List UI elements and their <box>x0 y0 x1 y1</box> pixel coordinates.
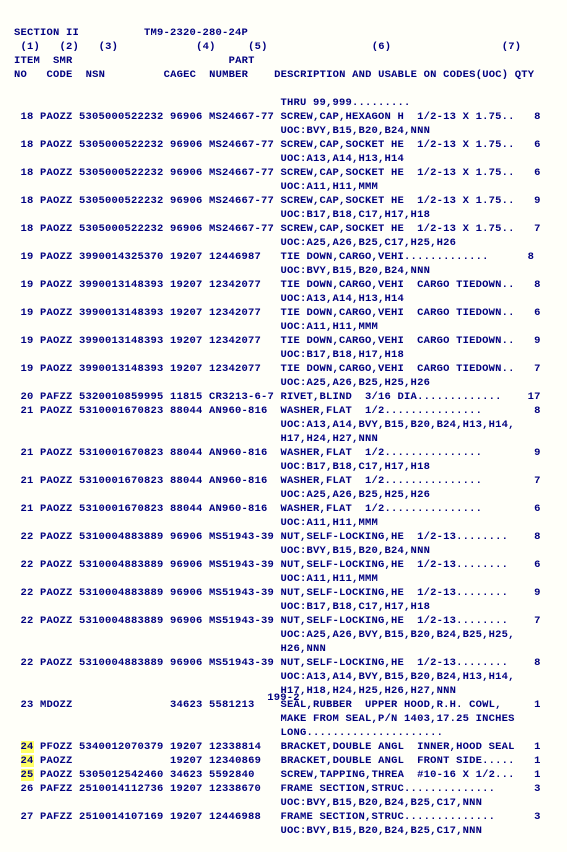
table-row: 19 PAOZZ 3990013148393 19207 12342077 TI… <box>14 334 559 348</box>
table-row: 21 PAOZZ 5310001670823 88044 AN960-816 W… <box>14 404 559 418</box>
table-row: 27 PAFZZ 2510014107169 19207 12446988 FR… <box>14 810 559 824</box>
table-row: 19 PAOZZ 3990013148393 19207 12342077 TI… <box>14 362 559 376</box>
header-block: SECTION II TM9-2320-280-24P (1) (2) (3) … <box>14 26 559 82</box>
table-row: UOC:BVY,B15,B20,B24,B25,C17,NNN <box>14 824 559 838</box>
table-row: 25 PAOZZ 5305012542460 34623 5592840 SCR… <box>14 768 559 782</box>
table-row: 22 PAOZZ 5310004883889 96906 MS51943-39 … <box>14 530 559 544</box>
table-row: 19 PAOZZ 3990014325370 19207 12446987 TI… <box>14 250 559 264</box>
table-row: H17,H24,H27,NNN <box>14 432 559 446</box>
table-row: MAKE FROM SEAL,P/N 1403,17.25 INCHES <box>14 712 559 726</box>
table-row: UOC:A13,A14,H13,H14 <box>14 152 559 166</box>
table-row: 21 PAOZZ 5310001670823 88044 AN960-816 W… <box>14 446 559 460</box>
table-row: UOC:B17,B18,H17,H18 <box>14 348 559 362</box>
table-row: 18 PAOZZ 5305000522232 96906 MS24667-77 … <box>14 166 559 180</box>
table-row: 19 PAOZZ 3990013148393 19207 12342077 TI… <box>14 306 559 320</box>
table-row: UOC:BVY,B15,B20,B24,NNN <box>14 124 559 138</box>
table-row: LONG..................... <box>14 726 559 740</box>
table-row: UOC:A25,A26,BVY,B15,B20,B24,B25,H25, <box>14 628 559 642</box>
table-row: UOC:A25,A26,B25,C17,H25,H26 <box>14 236 559 250</box>
parts-list-page: SECTION II TM9-2320-280-24P (1) (2) (3) … <box>0 0 567 852</box>
table-row: 19 PAOZZ 3990013148393 19207 12342077 TI… <box>14 278 559 292</box>
table-row: 20 PAFZZ 5320010859995 11815 CR3213-6-7 … <box>14 390 559 404</box>
highlighted-item: 24 <box>21 755 34 767</box>
table-row: 18 PAOZZ 5305000522232 96906 MS24667-77 … <box>14 138 559 152</box>
table-body: THRU 99,999......... 18 PAOZZ 5305000522… <box>14 96 559 838</box>
table-row: UOC:B17,B18,C17,H17,H18 <box>14 208 559 222</box>
table-row: 21 PAOZZ 5310001670823 88044 AN960-816 W… <box>14 502 559 516</box>
highlighted-item: 25 <box>21 769 34 781</box>
table-row: 26 PAFZZ 2510014112736 19207 12338670 FR… <box>14 782 559 796</box>
page-footer: 199-2 <box>0 692 567 704</box>
table-row: H26,NNN <box>14 642 559 656</box>
table-row: 22 PAOZZ 5310004883889 96906 MS51943-39 … <box>14 586 559 600</box>
highlighted-item: 24 <box>21 741 34 753</box>
table-row: 22 PAOZZ 5310004883889 96906 MS51943-39 … <box>14 558 559 572</box>
table-row: UOC:BVY,B15,B20,B24,NNN <box>14 264 559 278</box>
table-row: UOC:A25,A26,B25,H25,H26 <box>14 488 559 502</box>
tm-number: TM9-2320-280-24P <box>144 27 248 39</box>
table-row: 18 PAOZZ 5305000522232 96906 MS24667-77 … <box>14 110 559 124</box>
table-row: UOC:A13,A14,H13,H14 <box>14 292 559 306</box>
table-row: UOC:A25,A26,B25,H25,H26 <box>14 376 559 390</box>
table-row: THRU 99,999......... <box>14 96 559 110</box>
table-row: 24 PFOZZ 5340012070379 19207 12338814 BR… <box>14 740 559 754</box>
table-row: UOC:B17,B18,C17,H17,H18 <box>14 460 559 474</box>
table-row: 24 PAOZZ 19207 12340869 BRACKET,DOUBLE A… <box>14 754 559 768</box>
table-row: UOC:A11,H11,MMM <box>14 180 559 194</box>
table-row: 22 PAOZZ 5310004883889 96906 MS51943-39 … <box>14 656 559 670</box>
table-row: 22 PAOZZ 5310004883889 96906 MS51943-39 … <box>14 614 559 628</box>
table-row: 21 PAOZZ 5310001670823 88044 AN960-816 W… <box>14 474 559 488</box>
table-row: UOC:A13,A14,BVY,B15,B20,B24,H13,H14, <box>14 418 559 432</box>
section-label: SECTION II <box>14 27 79 39</box>
table-row: UOC:A11,H11,MMM <box>14 320 559 334</box>
table-row: UOC:A13,A14,BVY,B15,B20,B24,H13,H14, <box>14 670 559 684</box>
table-row: UOC:A11,H11,MMM <box>14 572 559 586</box>
table-row: 18 PAOZZ 5305000522232 96906 MS24667-77 … <box>14 194 559 208</box>
table-row: UOC:B17,B18,C17,H17,H18 <box>14 600 559 614</box>
table-row: UOC:A11,H11,MMM <box>14 516 559 530</box>
table-row: 18 PAOZZ 5305000522232 96906 MS24667-77 … <box>14 222 559 236</box>
table-row: UOC:BVY,B15,B20,B24,NNN <box>14 544 559 558</box>
table-row: UOC:BVY,B15,B20,B24,B25,C17,NNN <box>14 796 559 810</box>
